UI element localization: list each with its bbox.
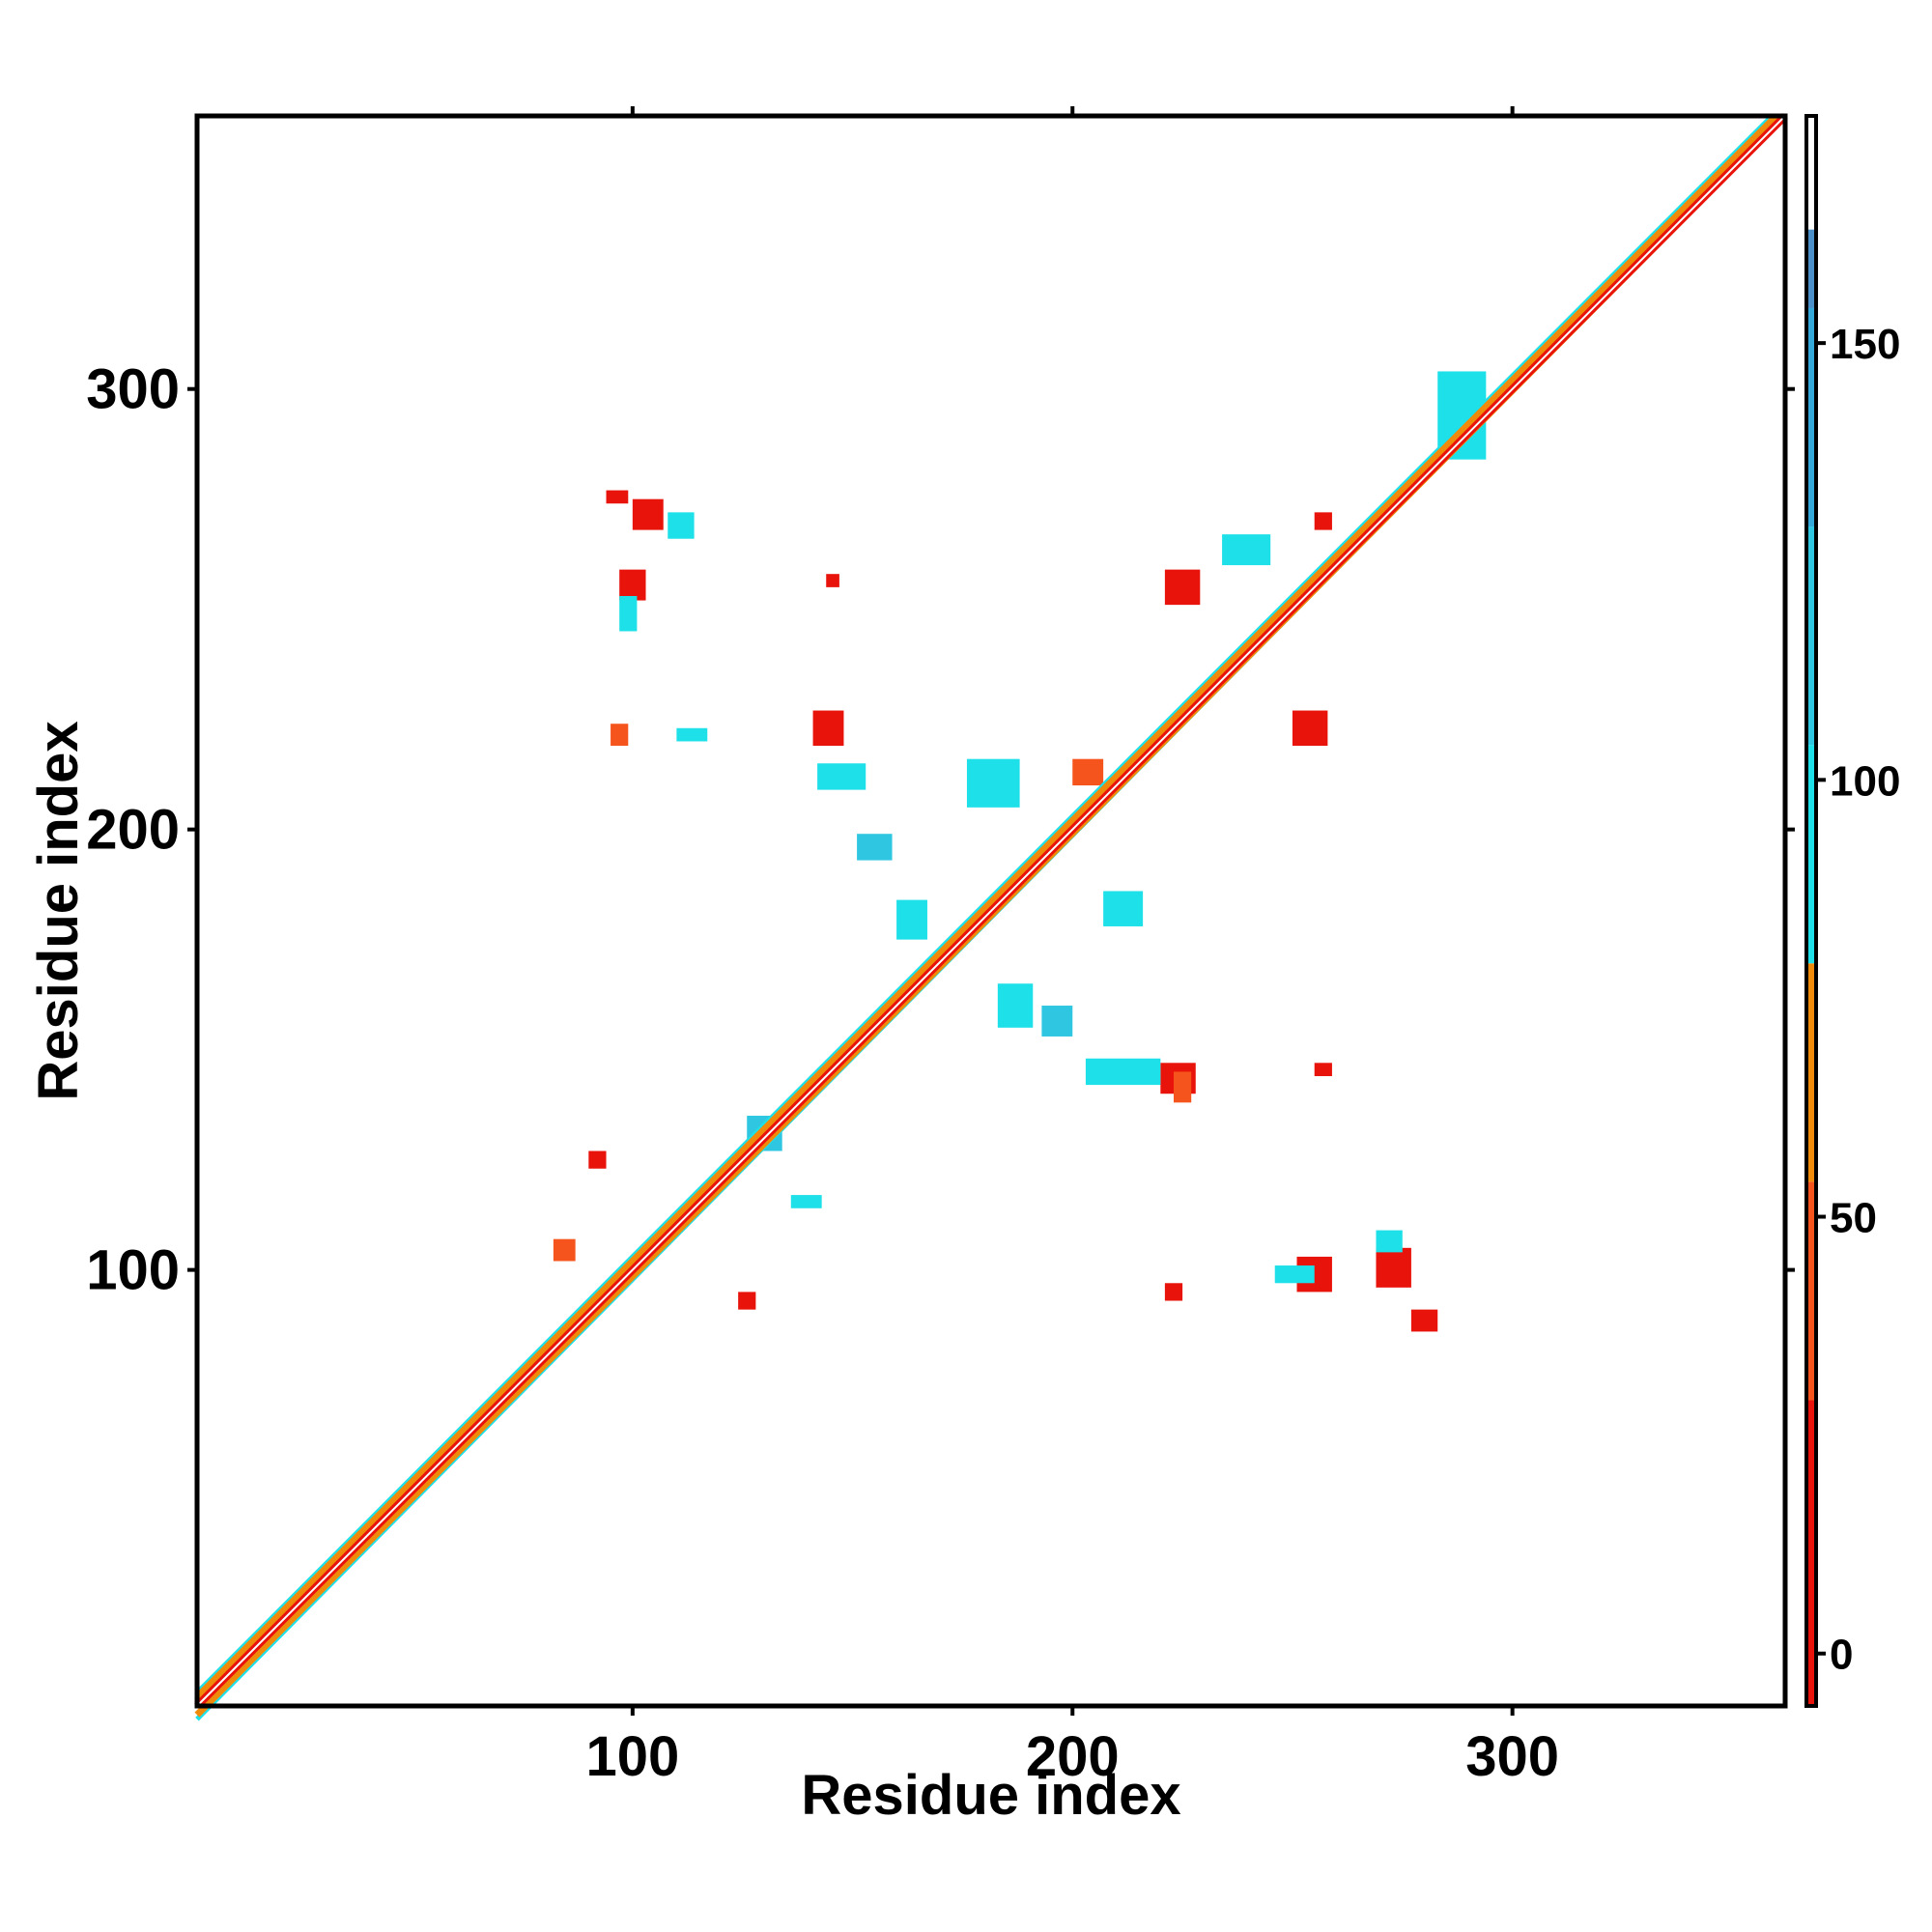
contact-patch [1222,534,1271,566]
contact-patch [668,512,695,539]
contact-patch [580,1410,615,1446]
contact-patch [1173,1071,1192,1103]
colorbar-legend: 0 50 100 150 [1804,114,1900,1708]
x-axis-title: Residue index [801,1764,1180,1827]
heatmap-cells [469,371,1487,1446]
contact-patch [817,763,867,790]
x-axis: 100 200 300 [585,106,1559,1788]
colorbar-band [1806,307,1816,527]
colorbar-band [1806,1400,1816,1706]
colorbar-tick-label: 150 [1830,321,1900,368]
colorbar-band [1806,745,1816,964]
contact-patch [1410,1309,1438,1332]
colorbar-band [1806,1181,1816,1401]
colorbar-band [1806,116,1816,230]
contact-patch [611,724,629,747]
contact-patch [738,1292,756,1310]
contact-patch [1376,1247,1411,1288]
diagonal-stripe [194,113,1779,1700]
plot-frame [194,113,1788,1709]
contact-patch [1314,512,1332,530]
contact-patch [966,758,1020,808]
contact-patch [606,490,629,504]
contact-patch [1274,1265,1315,1284]
contact-patch [997,983,1034,1028]
contact-patch [857,834,893,861]
colorbar-tick-label: 100 [1830,757,1900,805]
colorbar-band [1806,963,1816,1182]
contact-patch [1314,1063,1332,1076]
y-axis: 100 200 300 [86,358,1795,1302]
contact-patch [676,727,708,742]
colorbar-frame [1804,114,1818,1708]
contact-patch [632,498,664,530]
contact-patch [790,1195,822,1208]
contact-patch [553,1238,576,1262]
contact-patch [1292,710,1328,747]
contact-patch [812,710,844,747]
y-tick-label: 300 [86,358,180,421]
contact-patch [1376,1230,1403,1253]
contact-patch [469,1151,497,1178]
x-tick-label: 100 [585,1725,679,1788]
y-tick-label: 200 [86,799,180,862]
contact-patch [469,1295,505,1327]
diagonal-center [196,115,1786,1707]
colorbar-tick-label: 0 [1830,1632,1853,1679]
contact-patch [738,1419,760,1446]
contact-patch [1164,569,1201,606]
contact-patch [1164,1283,1183,1301]
contact-patch [619,595,638,632]
colorbar-tick-label: 50 [1830,1195,1877,1242]
contact-patch [1072,758,1104,786]
contact-patch [1041,1006,1073,1037]
y-axis-title: Residue index [27,721,90,1100]
contact-patch [826,574,839,587]
contact-patch [1103,891,1144,926]
contact-patch [619,569,646,601]
y-tick-label: 100 [86,1239,180,1302]
x-tick-label: 300 [1465,1725,1559,1788]
colorbar-band [1806,229,1816,308]
contact-patch [588,1151,607,1169]
contact-patch [896,899,927,940]
colorbar-band [1806,526,1816,746]
diagonal-band [194,113,1788,1721]
contact-patch [1085,1058,1161,1086]
x-tick-label: 200 [1026,1725,1120,1788]
